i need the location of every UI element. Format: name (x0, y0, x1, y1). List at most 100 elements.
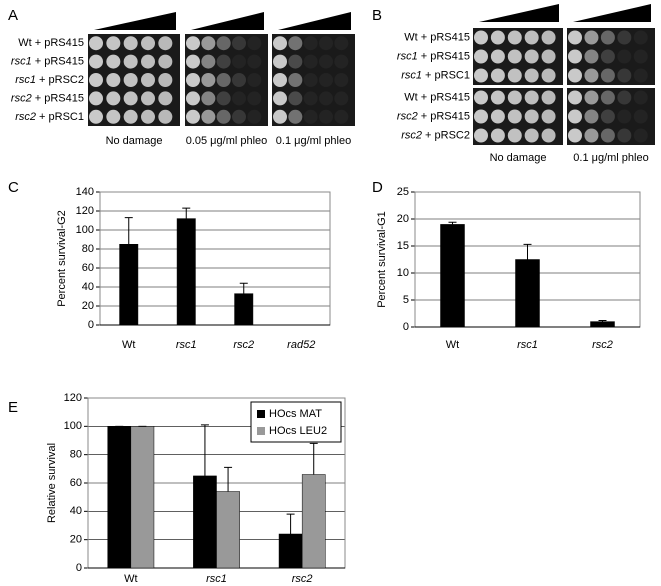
spot (89, 109, 103, 124)
spot (524, 68, 539, 83)
spot (633, 30, 648, 45)
spot (288, 109, 303, 124)
x-tick-label: rsc2 (292, 573, 313, 585)
spot (89, 91, 103, 106)
error-bar (200, 424, 209, 476)
spot (186, 54, 200, 69)
plasmid: + pRS415 (421, 91, 470, 103)
legend-swatch (257, 410, 265, 418)
spot (273, 36, 287, 51)
spot (141, 91, 155, 106)
spot (524, 109, 539, 124)
spot (490, 109, 505, 124)
spot (216, 91, 231, 106)
plasmid: + pRSC2 (425, 129, 470, 141)
spot (201, 54, 216, 69)
row-label: rsc1 + pRSC1 (401, 69, 470, 81)
dilution-wedge (278, 12, 351, 30)
spot (600, 128, 615, 143)
bar (440, 224, 465, 328)
spot (186, 91, 200, 106)
legend-label: HOcs LEU2 (269, 425, 327, 437)
spot (474, 90, 488, 105)
spot (303, 109, 318, 124)
spot (541, 49, 556, 64)
spot (303, 36, 318, 51)
panel-label: D (372, 179, 383, 196)
spot (617, 30, 632, 45)
row-label: rsc2 + pRSC2 (401, 129, 470, 141)
spot (507, 90, 522, 105)
spot (600, 109, 615, 124)
bar (590, 321, 615, 328)
row-label: Wt + pRS415 (404, 91, 470, 103)
legend-label: HOcs MAT (269, 408, 322, 420)
bar (515, 259, 540, 328)
spot (617, 49, 632, 64)
spot (524, 49, 539, 64)
spot (247, 73, 262, 87)
spot (568, 109, 582, 124)
spot (541, 128, 556, 143)
spot (319, 54, 333, 69)
y-tick-label: 10 (397, 267, 409, 279)
spot (288, 91, 303, 106)
spot (141, 109, 155, 124)
x-tick-label: Wt (446, 339, 459, 351)
spot (186, 73, 200, 87)
row-label: rsc1 + pRS415 (397, 50, 470, 62)
row-label: rsc1 + pRS415 (11, 56, 84, 68)
x-tick-label: rsc1 (176, 339, 197, 351)
spot (524, 90, 539, 105)
spot (633, 90, 648, 105)
spot (141, 73, 155, 87)
spot (141, 36, 155, 51)
x-tick-label: rsc2 (233, 339, 254, 351)
spot (507, 128, 522, 143)
y-axis-label: Relative survival (46, 443, 58, 523)
x-tick-label: rsc1 (206, 573, 227, 585)
bar (193, 475, 217, 569)
y-tick-label: 80 (82, 243, 94, 255)
spot (106, 73, 121, 87)
spot (474, 109, 488, 124)
plasmid: + pRS415 (421, 50, 470, 62)
spot (490, 68, 505, 83)
condition-label: 0.1 μg/ml phleo (573, 152, 648, 164)
spot (584, 49, 599, 64)
error-bar (309, 442, 318, 475)
strain: Wt (18, 37, 31, 49)
spot (490, 49, 505, 64)
bar (234, 293, 254, 326)
spot (334, 91, 349, 106)
spot (617, 68, 632, 83)
spot (141, 54, 155, 69)
spot (524, 30, 539, 45)
strain: rsc1 (11, 56, 32, 68)
strain: rsc2 (11, 92, 32, 104)
spot (123, 54, 138, 69)
y-tick-label: 120 (76, 205, 94, 217)
spot (584, 30, 599, 45)
condition-label: No damage (490, 152, 547, 164)
strain: rsc1 (397, 50, 418, 62)
spot (474, 68, 488, 83)
spot (474, 30, 488, 45)
plasmid: + pRSC2 (39, 74, 84, 86)
spot (600, 49, 615, 64)
y-tick-label: 20 (82, 300, 94, 312)
spot (633, 49, 648, 64)
spot (334, 54, 349, 69)
condition-label: 0.05 μg/ml phleo (186, 135, 268, 147)
spot (106, 109, 121, 124)
spot (186, 109, 200, 124)
spot (474, 49, 488, 64)
spot (319, 91, 333, 106)
y-axis-label: Percent survival-G1 (376, 211, 388, 308)
bar (176, 218, 196, 326)
spot (273, 109, 287, 124)
spot (186, 36, 200, 51)
y-tick-label: 20 (397, 213, 409, 225)
y-tick-label: 0 (76, 562, 82, 574)
bar (107, 426, 132, 569)
